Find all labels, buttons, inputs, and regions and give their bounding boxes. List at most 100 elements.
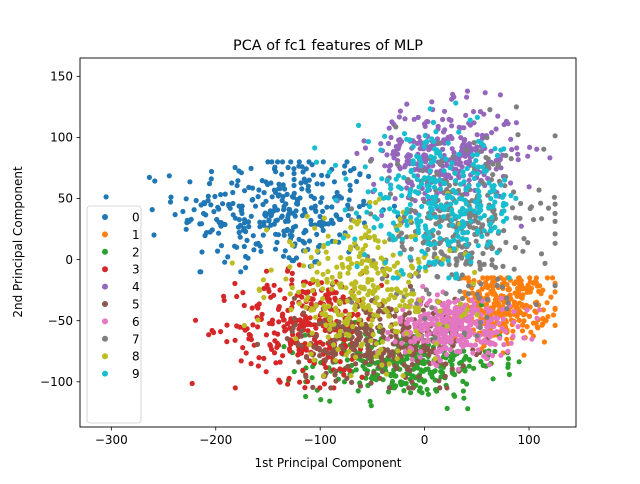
series-6-point — [481, 353, 487, 359]
series-8-point — [437, 308, 443, 314]
series-4-point — [451, 150, 457, 156]
series-1-point — [552, 306, 558, 312]
series-9-point — [426, 213, 432, 219]
legend-marker-3 — [102, 266, 108, 273]
series-7-point — [404, 234, 410, 240]
series-2-point — [424, 386, 430, 393]
series-3-point — [287, 319, 293, 325]
series-9-point — [425, 230, 432, 236]
series-4-point — [404, 101, 410, 107]
series-7-point — [489, 245, 495, 252]
series-9-point — [453, 271, 459, 277]
series-1-point — [537, 283, 543, 289]
series-3-point — [304, 378, 311, 385]
series-8-point — [390, 252, 396, 258]
series-5-point — [298, 328, 305, 334]
series-0-point — [344, 159, 350, 165]
series-6-point — [470, 350, 476, 356]
series-9-point — [431, 261, 438, 267]
series-8-point — [312, 225, 318, 231]
series-6-point — [460, 342, 466, 348]
series-8-point — [329, 274, 335, 280]
series-8-point — [404, 292, 410, 298]
series-9-point — [445, 258, 451, 264]
series-1-point — [504, 336, 510, 342]
series-9-point — [343, 176, 349, 182]
series-1-point — [538, 291, 544, 297]
y-tick-label: −100 — [40, 375, 73, 389]
series-9-point — [486, 180, 492, 186]
series-8-point — [384, 309, 390, 315]
series-6-point — [433, 327, 439, 333]
series-9-point — [422, 223, 428, 229]
series-2-point — [478, 359, 484, 365]
series-0-point — [279, 197, 285, 204]
series-3-point — [297, 379, 303, 385]
series-2-point — [431, 369, 437, 375]
legend-label-7: 7 — [132, 332, 140, 346]
series-9-point — [340, 235, 346, 241]
series-3-point — [287, 348, 293, 354]
series-8-point — [384, 266, 390, 272]
series-0-point — [252, 203, 259, 209]
series-0-point — [291, 176, 297, 183]
series-7-point — [495, 163, 501, 169]
series-9-point — [463, 186, 469, 193]
series-1-point — [533, 320, 539, 326]
series-3-point — [248, 336, 254, 343]
series-0-point — [216, 206, 222, 212]
series-8-point — [375, 238, 381, 244]
series-1-point — [504, 281, 510, 288]
series-5-point — [328, 385, 334, 391]
series-6-point — [424, 301, 430, 307]
series-9-point — [404, 136, 410, 142]
series-7-point — [538, 251, 545, 257]
series-0-point — [248, 213, 254, 219]
series-9-point — [472, 199, 478, 205]
series-8-point — [404, 330, 410, 336]
series-6-point — [437, 358, 443, 364]
series-5-point — [357, 383, 364, 389]
series-9-point — [410, 158, 416, 164]
series-8-point — [435, 299, 441, 305]
series-5-point — [317, 353, 323, 359]
series-9-point — [473, 158, 479, 164]
series-3-point — [189, 380, 195, 387]
series-8-point — [352, 240, 358, 246]
series-8-point — [394, 260, 401, 266]
series-1-point — [527, 275, 533, 281]
series-9-point — [449, 160, 455, 166]
plot-frame — [79, 57, 577, 428]
series-3-point — [271, 292, 277, 298]
series-7-point — [449, 272, 455, 278]
series-2-point — [516, 359, 522, 365]
series-8-point — [287, 239, 293, 245]
series-7-point — [500, 263, 506, 269]
series-9-point — [452, 170, 458, 176]
series-8-point — [312, 314, 319, 320]
legend-label-3: 3 — [132, 263, 140, 277]
series-4-point — [462, 137, 468, 143]
series-8-point — [321, 373, 327, 379]
series-5-point — [415, 358, 421, 365]
series-6-point — [399, 340, 405, 346]
series-5-point — [313, 333, 319, 339]
series-8-point — [376, 196, 382, 202]
series-8-point — [314, 269, 320, 275]
series-8-point — [296, 301, 303, 307]
series-9-point — [399, 193, 405, 199]
series-9-point — [450, 187, 456, 193]
series-7-point — [551, 194, 558, 200]
series-2-point — [327, 398, 333, 404]
series-0-point — [329, 204, 335, 210]
series-7-point — [432, 335, 438, 341]
series-9-point — [463, 236, 470, 243]
series-7-point — [484, 135, 490, 141]
series-3-point — [289, 277, 295, 283]
series-6-point — [444, 351, 450, 358]
series-6-point — [488, 308, 494, 314]
series-7-point — [499, 284, 505, 290]
series-4-point — [488, 148, 494, 154]
series-9-point — [419, 181, 425, 187]
series-0-point — [230, 189, 236, 196]
